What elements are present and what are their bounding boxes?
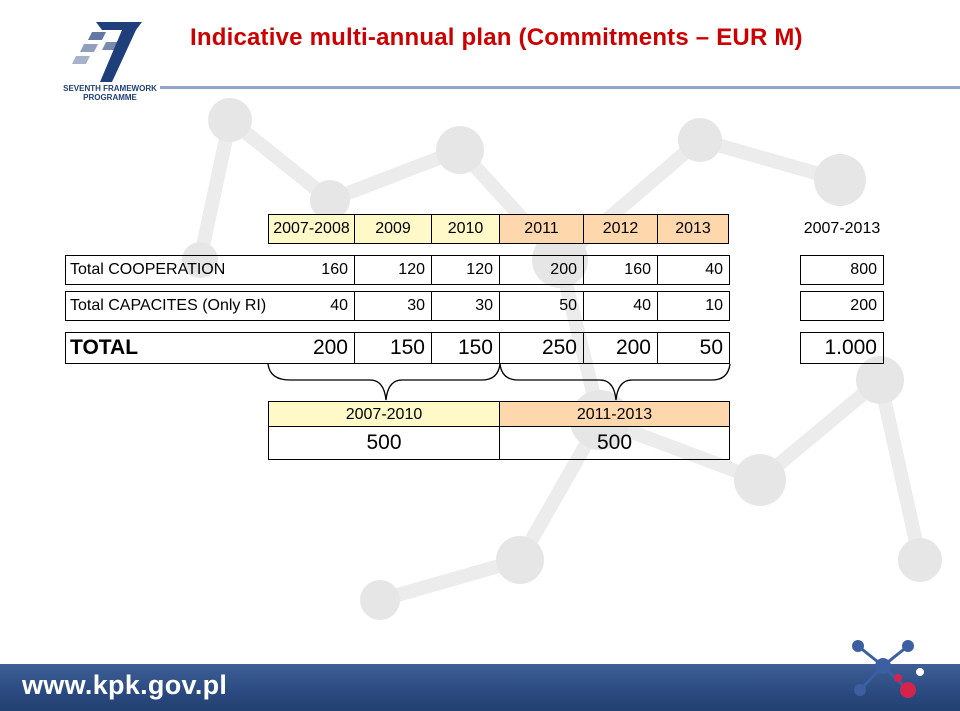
- header-2010: 2010: [432, 214, 500, 244]
- cell-capacites-2007-2008: 40: [268, 292, 355, 320]
- cell-capacites-2012: 40: [584, 292, 658, 320]
- row-box-total: [65, 332, 730, 364]
- kpk-molecule-logo: [852, 640, 924, 698]
- total-box-cooperation: [800, 255, 884, 285]
- title-divider: [160, 86, 960, 89]
- summary-value-2011-2013: 500: [596, 431, 633, 454]
- summary-header-2011-2013: 2011-2013: [500, 402, 729, 427]
- cell-cooperation-2009: 120: [355, 256, 432, 284]
- brace-2007-2010: [267, 363, 501, 401]
- cell-total-2007-2008: 200: [268, 333, 355, 363]
- header-2011: 2011: [500, 214, 584, 244]
- grouping-braces: [267, 363, 731, 401]
- logo-line-1: SEVENTH FRAMEWORK: [63, 84, 157, 93]
- logo-line-2: PROGRAMME: [83, 93, 137, 102]
- cell-total-2009: 150: [355, 333, 432, 363]
- fp7-logo: [72, 22, 142, 82]
- brace-2011-2013: [499, 363, 731, 401]
- summary-value-2007-2010: 500: [269, 427, 500, 459]
- cell-capacites-2013: 10: [705, 297, 723, 314]
- header-2012: 2012: [584, 214, 658, 244]
- row-label-cooperation: Total COOPERATION: [70, 261, 226, 278]
- footer-bar: [0, 664, 960, 711]
- cell-capacites-2009: 30: [355, 292, 432, 320]
- header-2013: 2013: [658, 214, 729, 244]
- summary-table: [268, 401, 730, 460]
- cell-total-2013: 50: [699, 336, 723, 359]
- page-title: Indicative multi-annual plan (Commitment…: [190, 24, 803, 51]
- cell-capacites-2010: 30: [432, 292, 500, 320]
- row-label-total: TOTAL: [70, 336, 139, 359]
- total-box-grand: [800, 332, 884, 364]
- cell-capacites-total: 200: [850, 297, 877, 314]
- cell-cooperation-total: 800: [850, 261, 877, 278]
- total-box-capacites: [800, 291, 884, 321]
- logo-caption: SEVENTH FRAMEWORK PROGRAMME: [62, 84, 158, 102]
- cell-total-2010: 150: [432, 333, 500, 363]
- cell-capacites-2011: 50: [500, 292, 584, 320]
- cell-cooperation-2013: 40: [705, 261, 723, 278]
- footer-url[interactable]: www.kpk.gov.pl: [22, 670, 228, 700]
- row-box-cooperation: [65, 255, 730, 285]
- summary-header-2007-2010: 2007-2010: [269, 402, 500, 427]
- cell-cooperation-2011: 200: [500, 256, 584, 284]
- header-total-period: 2007-2013: [803, 220, 881, 237]
- header-2007-2008: 2007-2008: [268, 214, 355, 244]
- row-label-capacites: Total CAPACITES (Only RI): [70, 297, 267, 314]
- cell-total-2011: 250: [500, 333, 584, 363]
- cell-cooperation-2007-2008: 160: [268, 256, 355, 284]
- cell-total-2012: 200: [584, 333, 658, 363]
- header-2009: 2009: [355, 214, 432, 244]
- cell-cooperation-2012: 160: [584, 256, 658, 284]
- cell-total-grand: 1.000: [824, 336, 877, 359]
- cell-cooperation-2010: 120: [432, 256, 500, 284]
- row-box-capacites: [65, 291, 730, 321]
